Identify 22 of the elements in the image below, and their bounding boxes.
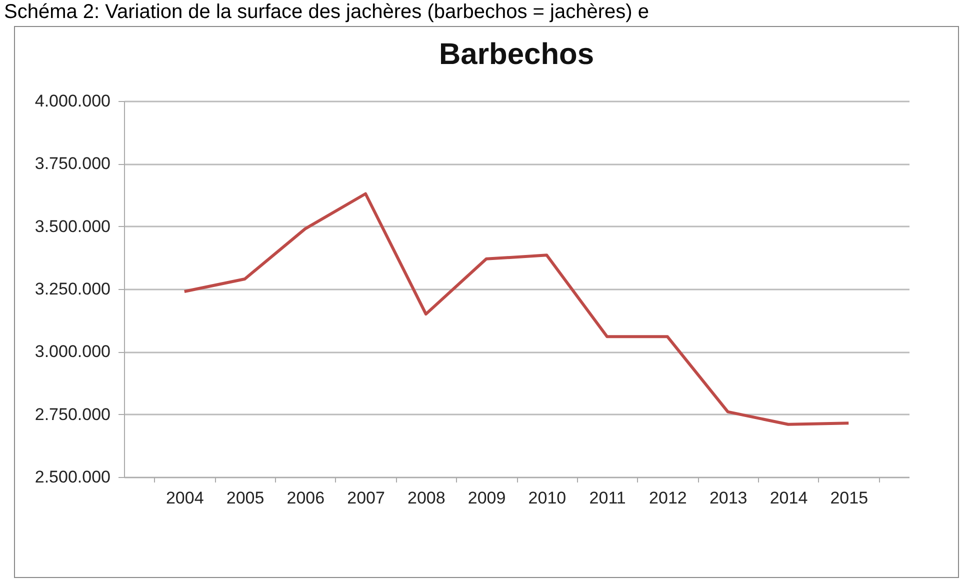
y-tick-label: 4.000.000 — [34, 92, 110, 110]
x-tick-label: 2010 — [528, 488, 566, 508]
line-series — [182, 192, 850, 426]
x-tick-label: 2009 — [468, 488, 506, 508]
y-tick-label: 3.250.000 — [34, 280, 110, 298]
x-tick-label: 2011 — [589, 488, 626, 508]
y-tick-label: 2.500.000 — [34, 468, 110, 486]
x-tick-label: 2006 — [286, 488, 325, 508]
text: Schéma 2: Variation de la surface des jachères (barbechos = jachères) e — [3, 0, 650, 24]
x-tick-label: 2012 — [649, 488, 687, 508]
y-tick-label: 3.000.000 — [34, 342, 110, 362]
x-tick-label: 2004 — [166, 488, 204, 508]
x-tick-label: 2008 — [408, 488, 446, 508]
x-tick-label: 2007 — [347, 488, 385, 508]
x-tick-label: 2015 — [830, 488, 868, 508]
x-tick-label: 2014 — [770, 488, 808, 508]
x-tick-label: 2013 — [709, 488, 748, 508]
y-tick-label: 3.750.000 — [34, 154, 110, 174]
y-tick-label: 3.500.000 — [34, 216, 110, 236]
chart-title: Barbechos — [438, 38, 594, 71]
y-tick-label: 2.750.000 — [34, 404, 110, 424]
x-tick-label: 2005 — [226, 488, 264, 508]
